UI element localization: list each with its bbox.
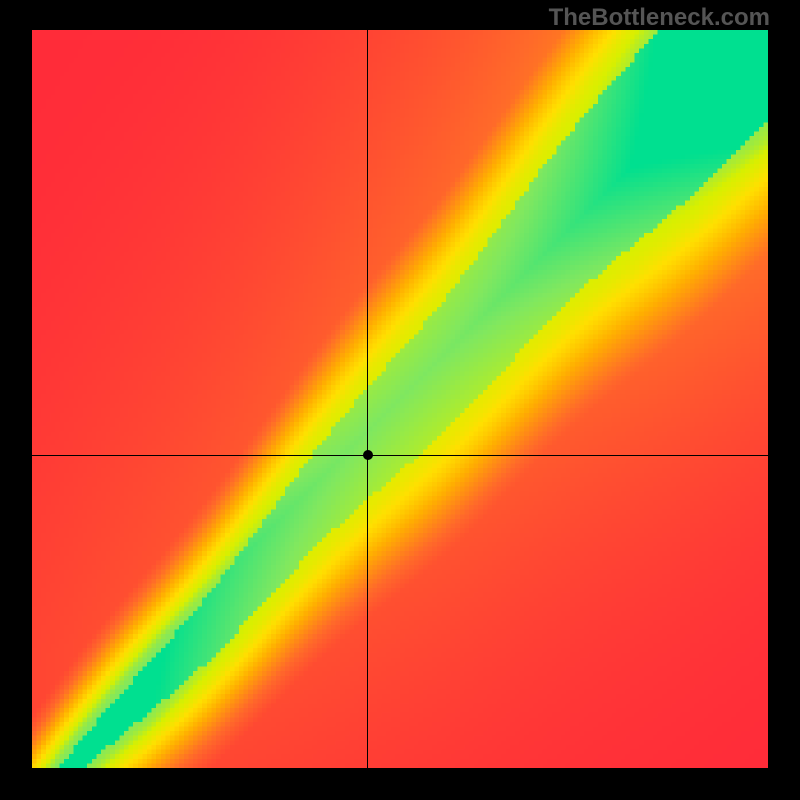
- crosshair-marker-dot: [363, 450, 373, 460]
- chart-container: TheBottleneck.com: [0, 0, 800, 800]
- crosshair-horizontal: [32, 455, 768, 456]
- bottleneck-heatmap: [32, 30, 768, 768]
- watermark-text: TheBottleneck.com: [549, 4, 770, 32]
- crosshair-vertical: [367, 30, 368, 768]
